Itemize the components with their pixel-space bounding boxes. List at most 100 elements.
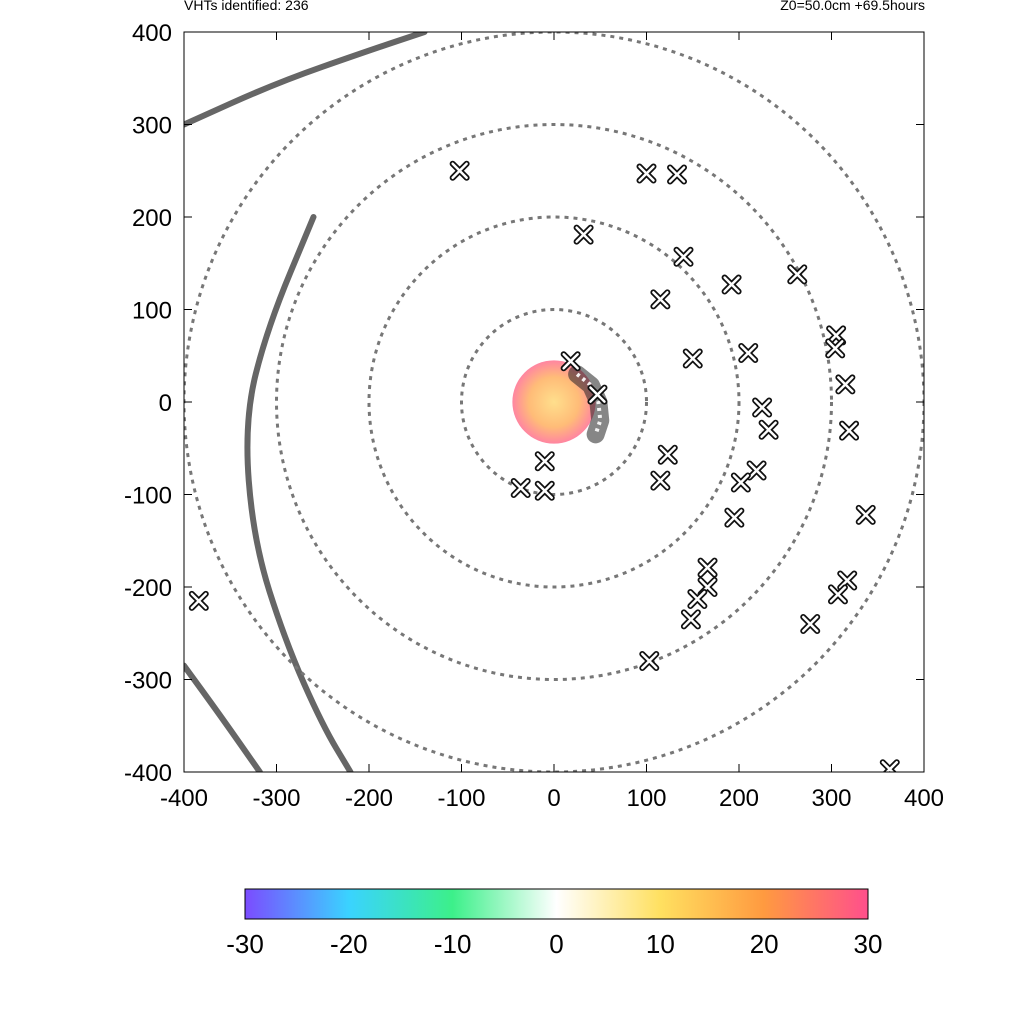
y-tick-label: 0 bbox=[159, 390, 172, 417]
x-tick-label: -100 bbox=[437, 785, 485, 812]
vht-marker bbox=[738, 342, 759, 363]
vht-marker bbox=[879, 759, 900, 772]
vht-marker bbox=[673, 246, 694, 267]
x-tick-label: 0 bbox=[547, 785, 560, 812]
vht-marker-fill bbox=[190, 592, 208, 610]
colorbar-tick-label: 10 bbox=[646, 929, 675, 959]
vht-marker bbox=[188, 590, 209, 611]
vht-marker bbox=[839, 420, 860, 441]
vht-marker bbox=[730, 472, 751, 493]
vht-marker bbox=[650, 289, 671, 310]
vht-marker-fill bbox=[748, 462, 765, 479]
vht-marker bbox=[721, 274, 742, 295]
vht-marker bbox=[697, 557, 718, 578]
vht-marker-fill bbox=[801, 615, 819, 633]
x-tick-label: 300 bbox=[811, 785, 851, 812]
storm-track-3 bbox=[184, 662, 263, 772]
vht-marker-fill bbox=[652, 472, 669, 489]
x-tick-label: -400 bbox=[160, 785, 208, 812]
vht-marker-fill bbox=[684, 350, 701, 367]
y-tick-label: 400 bbox=[132, 20, 172, 47]
storm-tracks-layer bbox=[184, 32, 428, 772]
y-axis-ticks: -400 -300 -200 -100 0 100 200 300 400 bbox=[124, 20, 924, 787]
y-tick-label: -400 bbox=[124, 760, 172, 787]
y-tick-label: -200 bbox=[124, 575, 172, 602]
vht-markers-layer bbox=[188, 160, 900, 772]
vht-marker-fill bbox=[638, 165, 655, 182]
header-level-time: Z0=50.0cm +69.5hours bbox=[780, 0, 925, 13]
vht-marker bbox=[657, 444, 678, 465]
vht-marker-fill bbox=[675, 248, 692, 266]
vht-marker bbox=[827, 584, 848, 605]
vht-marker-fill bbox=[857, 506, 874, 524]
vht-marker-fill bbox=[668, 166, 686, 183]
vht-marker-fill bbox=[753, 399, 771, 416]
range-ring-300 bbox=[275, 123, 833, 681]
vht-marker-fill bbox=[838, 572, 856, 589]
y-tick-label: 300 bbox=[132, 113, 172, 140]
vht-marker-fill bbox=[536, 452, 553, 470]
vht-marker bbox=[687, 589, 708, 610]
vht-marker bbox=[746, 460, 767, 481]
vht-marker bbox=[573, 224, 594, 245]
vht-marker-fill bbox=[451, 162, 468, 179]
x-tick-label: 100 bbox=[626, 785, 666, 812]
colorbar-bar bbox=[244, 888, 869, 920]
vht-marker-fill bbox=[682, 611, 700, 628]
vht-marker bbox=[752, 397, 773, 418]
vht-marker-fill bbox=[652, 291, 669, 308]
vht-marker bbox=[560, 351, 581, 372]
vht-marker-fill bbox=[589, 386, 606, 403]
vht-marker-fill bbox=[723, 276, 740, 293]
vht-marker bbox=[650, 470, 671, 491]
vht-marker-fill bbox=[829, 586, 847, 603]
vht-marker bbox=[758, 419, 779, 440]
vht-marker-fill bbox=[689, 590, 706, 608]
y-tick-label: -100 bbox=[124, 483, 172, 510]
colorbar-tick-label: -10 bbox=[434, 929, 472, 959]
vht-marker-fill bbox=[562, 353, 579, 370]
vht-marker-fill bbox=[641, 652, 658, 670]
colorbar-tick-label: 30 bbox=[854, 929, 883, 959]
range-ring-200 bbox=[367, 215, 741, 589]
vht-marker bbox=[534, 451, 555, 472]
x-tick-label: 200 bbox=[719, 785, 759, 812]
colorbar-tick-label: -20 bbox=[330, 929, 368, 959]
vht-marker bbox=[510, 478, 531, 499]
vht-marker bbox=[682, 348, 703, 369]
vht-marker-fill bbox=[699, 559, 716, 576]
vht-marker bbox=[680, 609, 701, 630]
core-vht-arc-layer bbox=[568, 365, 610, 444]
storm-track-2 bbox=[244, 214, 354, 772]
vht-marker-fill bbox=[840, 422, 858, 439]
y-tick-label: 100 bbox=[132, 298, 172, 325]
vht-marker bbox=[534, 480, 555, 501]
vht-marker bbox=[667, 164, 688, 185]
header-vht-count: VHTs identified: 236 bbox=[184, 0, 309, 13]
vht-marker bbox=[837, 570, 858, 591]
vht-marker-fill bbox=[659, 446, 677, 463]
vht-marker bbox=[636, 163, 657, 184]
vht-marker bbox=[825, 338, 846, 359]
vht-marker bbox=[800, 614, 821, 634]
vht-marker bbox=[449, 160, 470, 181]
vht-marker-fill bbox=[760, 421, 777, 438]
vht-marker-fill bbox=[575, 226, 592, 243]
vht-marker-fill bbox=[740, 344, 757, 362]
core-vht-arc-hatching bbox=[575, 372, 603, 436]
range-ring-100 bbox=[460, 308, 648, 496]
vht-marker bbox=[639, 651, 660, 671]
storm-track-1 bbox=[184, 32, 428, 128]
colorbar-tick-label: 0 bbox=[549, 929, 563, 959]
colorbar: -30 -20 -10 0 10 20 30 bbox=[226, 888, 883, 959]
colorbar-tick-label: 20 bbox=[750, 929, 779, 959]
vht-marker bbox=[855, 504, 876, 525]
vht-marker-fill bbox=[837, 376, 854, 393]
vht-marker bbox=[724, 507, 745, 528]
vht-marker bbox=[787, 264, 808, 285]
colorbar-tick-label: -30 bbox=[226, 929, 264, 959]
x-tick-label: -200 bbox=[345, 785, 393, 812]
vht-marker-fill bbox=[512, 479, 529, 497]
vht-marker bbox=[587, 384, 608, 405]
